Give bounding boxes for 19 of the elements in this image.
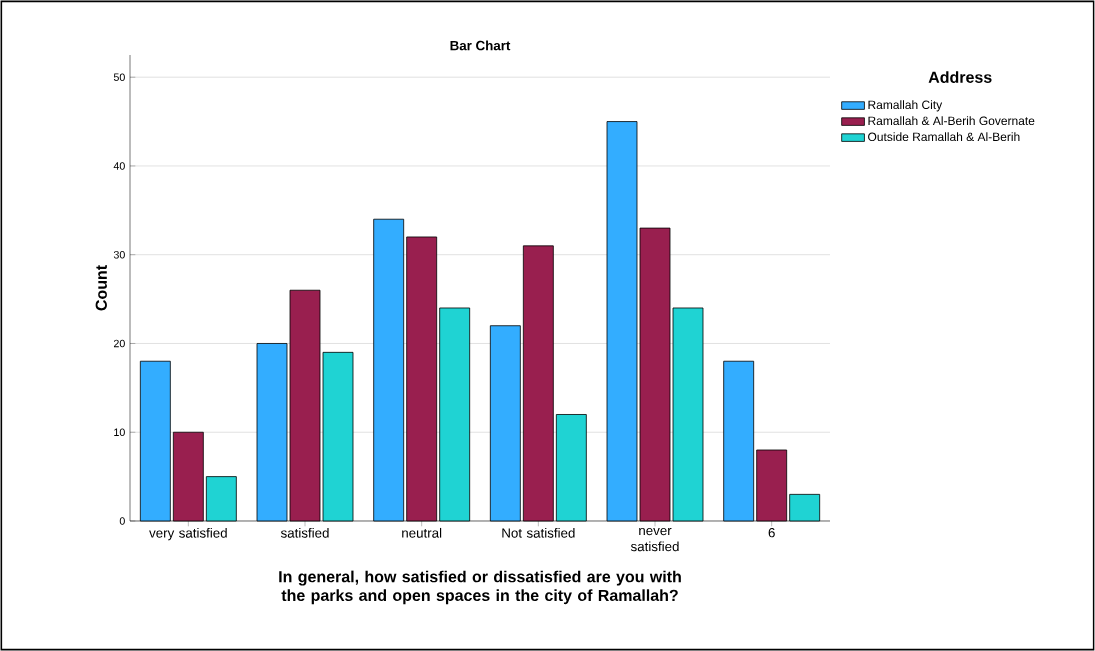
y-tick-label: 40 xyxy=(113,162,125,170)
x-tick-label: satisfied xyxy=(280,527,329,538)
y-axis-title: Count xyxy=(95,265,107,311)
legend-title: Address xyxy=(928,71,992,83)
legend-label: Ramallah & Al-Berih Governate xyxy=(868,116,1035,126)
x-tick-label: neutral xyxy=(402,527,442,538)
y-tick-label: 0 xyxy=(119,517,125,525)
y-tick-label: 10 xyxy=(114,428,125,437)
chart-title: Bar Chart xyxy=(450,40,511,51)
y-tick-label: 50 xyxy=(113,73,125,81)
y-tick-label: 20 xyxy=(113,339,125,348)
legend-label: Outside Ramallah & Al-Berih xyxy=(868,132,1020,142)
x-tick-label: Not satisfied xyxy=(502,527,575,538)
y-tick-label: 30 xyxy=(113,250,125,259)
x-tick-label: very satisfied xyxy=(149,527,227,541)
x-tick-label: 6 xyxy=(768,527,775,538)
x-tick-label: never satisfied xyxy=(630,527,679,552)
legend-label: Ramallah City xyxy=(868,100,943,112)
x-axis-title: In general, how satisfied or dissatisfied are you with the parks and open spaces in the city of Ramallah? xyxy=(279,570,681,605)
